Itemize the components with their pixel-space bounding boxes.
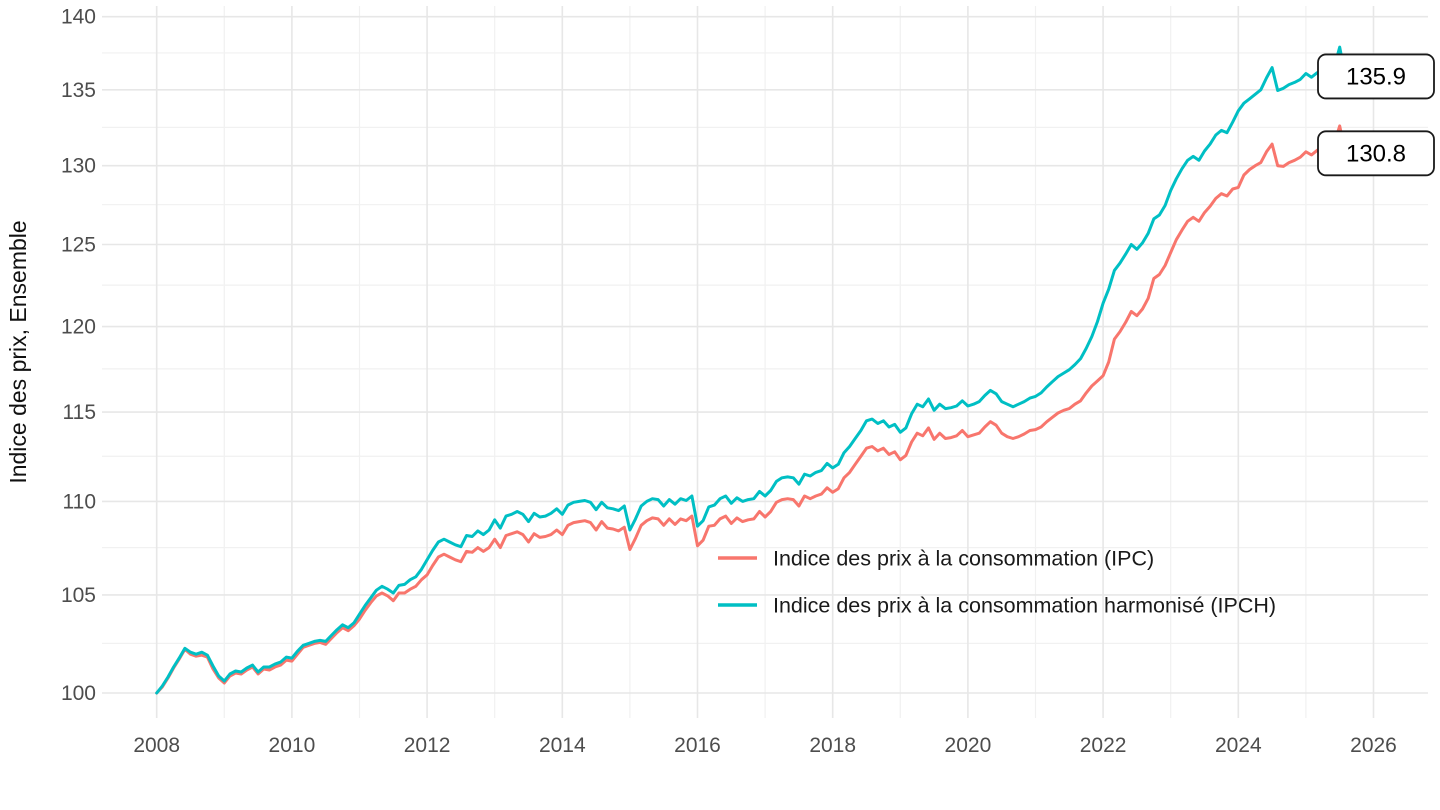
y-tick-label-130: 130 [61, 155, 96, 178]
legend-item-ipc: Indice des prix à la consommation (IPC) [718, 547, 1154, 571]
y-tick-label-115: 115 [63, 401, 96, 424]
x-tick-label-2016: 2016 [674, 734, 721, 757]
legend-label-ipc: Indice des prix à la consommation (IPC) [773, 547, 1154, 571]
x-axis-tick-labels: 2008 2010 2012 2014 2016 2018 2020 2022 2024 2026 [133, 734, 1397, 757]
legend: Indice des prix à la consommation (IPC) I… [718, 547, 1276, 618]
y-tick-label-120: 120 [61, 316, 96, 339]
y-axis-title: Indice des prix, Ensemble [5, 220, 31, 483]
legend-label-ipch: Indice des prix à la consommation harmon… [773, 594, 1276, 618]
y-tick-label-100: 100 [61, 682, 96, 705]
x-tick-label-2014: 2014 [539, 734, 586, 757]
series-line-ipc [155, 124, 1347, 695]
series-lines [155, 45, 1347, 695]
end-label-ipc: 130.8 [1317, 130, 1435, 177]
end-label-box-ipch [1317, 53, 1435, 100]
x-tick-label-2026: 2026 [1350, 734, 1397, 757]
end-label-value-ipc: 130.8 [1346, 140, 1406, 167]
x-tick-label-2008: 2008 [133, 734, 180, 757]
gridlines-major [102, 6, 1428, 718]
y-tick-label-105: 105 [61, 584, 96, 607]
x-tick-label-2022: 2022 [1080, 734, 1127, 757]
x-tick-label-2020: 2020 [945, 734, 992, 757]
end-label-value-ipch: 135.9 [1346, 63, 1406, 90]
x-tick-label-2018: 2018 [809, 734, 856, 757]
end-label-box-ipc [1317, 130, 1435, 177]
x-tick-label-2012: 2012 [404, 734, 451, 757]
y-tick-label-110: 110 [63, 490, 96, 513]
x-tick-label-2024: 2024 [1215, 734, 1262, 757]
y-tick-label-135: 135 [61, 79, 96, 102]
series-line-ipch [155, 45, 1347, 695]
x-tick-label-2010: 2010 [269, 734, 316, 757]
end-value-labels: 130.8 135.9 [1317, 53, 1435, 177]
y-tick-label-140: 140 [61, 6, 96, 29]
gridlines-minor [102, 6, 1428, 718]
legend-item-ipch: Indice des prix à la consommation harmon… [718, 594, 1276, 618]
y-axis-tick-labels: 100 105 110 115 120 125 130 135 140 [61, 6, 96, 705]
y-tick-label-125: 125 [61, 233, 96, 256]
end-label-ipch: 135.9 [1317, 53, 1435, 100]
